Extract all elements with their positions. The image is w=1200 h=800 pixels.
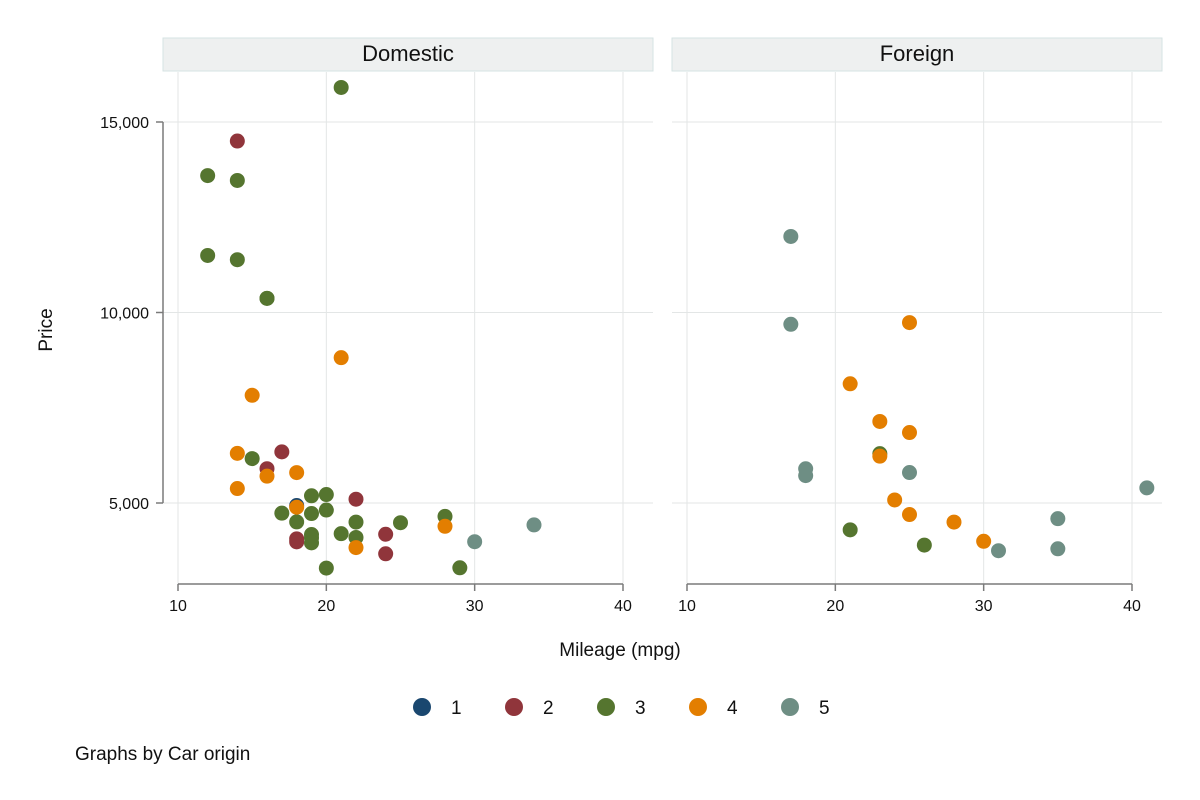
data-point-series-4 bbox=[289, 465, 305, 481]
data-point-series-5 bbox=[526, 517, 542, 533]
graph-note: Graphs by Car origin bbox=[75, 744, 250, 765]
data-point-series-4 bbox=[946, 514, 962, 530]
data-point-series-4 bbox=[333, 350, 349, 366]
x-axis-title: Mileage (mpg) bbox=[559, 640, 680, 661]
legend-marker bbox=[597, 698, 615, 716]
x-tick-label: 10 bbox=[678, 598, 696, 615]
data-point-series-2 bbox=[378, 526, 394, 542]
data-point-series-2 bbox=[229, 133, 245, 149]
data-point-series-4 bbox=[289, 499, 305, 515]
legend-label: 5 bbox=[819, 698, 830, 719]
x-tick-label: 40 bbox=[614, 598, 632, 615]
legend-item-3: 3 bbox=[597, 698, 646, 719]
data-point-series-3 bbox=[452, 560, 468, 576]
data-point-series-4 bbox=[902, 425, 917, 441]
data-point-series-4 bbox=[887, 492, 903, 508]
data-point-series-2 bbox=[348, 491, 364, 507]
data-point-series-4 bbox=[437, 518, 453, 534]
data-point-series-3 bbox=[304, 535, 319, 551]
x-tick-label: 20 bbox=[826, 598, 844, 615]
data-point-series-3 bbox=[304, 506, 319, 522]
data-point-series-3 bbox=[393, 515, 408, 531]
data-point-series-3 bbox=[229, 172, 245, 188]
data-point-series-4 bbox=[872, 413, 888, 429]
y-tick-label: 5,000 bbox=[109, 496, 149, 513]
data-point-series-5 bbox=[467, 534, 483, 550]
data-point-series-3 bbox=[289, 514, 305, 530]
panel-foreign: Foreign 10 20 30 40 bbox=[671, 37, 1163, 615]
legend-label: 3 bbox=[635, 698, 646, 719]
y-axis-title: Price bbox=[36, 308, 57, 351]
data-point-series-4 bbox=[348, 540, 364, 556]
data-point-series-4 bbox=[259, 468, 275, 484]
data-point-series-3 bbox=[318, 560, 334, 576]
data-point-series-3 bbox=[916, 537, 932, 553]
x-tick-label: 30 bbox=[466, 598, 484, 615]
data-point-series-4 bbox=[872, 448, 888, 464]
legend-marker bbox=[413, 698, 431, 716]
panel-strip bbox=[162, 37, 654, 72]
data-point-series-5 bbox=[902, 465, 917, 481]
data-point-series-4 bbox=[902, 315, 917, 331]
data-point-series-3 bbox=[333, 526, 349, 542]
legend-label: 2 bbox=[543, 698, 554, 719]
legend-marker bbox=[505, 698, 523, 716]
data-point-series-3 bbox=[229, 252, 245, 268]
legend-label: 1 bbox=[451, 698, 462, 719]
data-point-series-2 bbox=[274, 444, 290, 460]
legend: 1 2 3 4 5 bbox=[413, 698, 830, 719]
legend-marker bbox=[781, 698, 799, 716]
panels-layer: Domestic 10 20 30 40 5,000 10,000 15,000 Foreign… bbox=[100, 37, 1163, 615]
x-tick-label: 30 bbox=[975, 598, 993, 615]
legend-marker bbox=[689, 698, 707, 716]
legend-item-4: 4 bbox=[689, 698, 738, 719]
data-point-series-5 bbox=[1139, 480, 1155, 496]
legend-item-1: 1 bbox=[413, 698, 462, 719]
data-point-series-2 bbox=[378, 546, 394, 562]
data-point-series-5 bbox=[783, 228, 799, 244]
data-point-series-3 bbox=[333, 79, 349, 95]
data-point-series-4 bbox=[244, 387, 260, 403]
panel-domestic: Domestic 10 20 30 40 5,000 10,000 15,000 bbox=[100, 37, 654, 615]
legend-label: 4 bbox=[727, 698, 738, 719]
legend-item-5: 5 bbox=[781, 698, 830, 719]
data-point-series-3 bbox=[842, 522, 858, 538]
data-point-series-3 bbox=[318, 487, 334, 503]
data-point-series-3 bbox=[244, 451, 260, 467]
data-point-series-3 bbox=[318, 502, 334, 518]
data-point-series-3 bbox=[348, 514, 364, 530]
data-point-series-5 bbox=[991, 543, 1006, 559]
data-point-series-4 bbox=[842, 376, 858, 392]
data-point-series-3 bbox=[200, 168, 216, 184]
data-point-series-4 bbox=[229, 481, 245, 497]
data-point-series-5 bbox=[1050, 541, 1066, 557]
x-tick-label: 40 bbox=[1123, 598, 1141, 615]
panel-strip bbox=[671, 37, 1163, 72]
data-point-series-3 bbox=[200, 247, 216, 263]
data-point-series-4 bbox=[976, 533, 992, 549]
data-point-series-3 bbox=[274, 505, 290, 521]
data-point-series-4 bbox=[902, 507, 917, 523]
data-point-series-5 bbox=[1050, 511, 1066, 527]
data-point-series-3 bbox=[259, 290, 275, 306]
x-tick-label: 10 bbox=[169, 598, 187, 615]
data-point-series-3 bbox=[304, 488, 319, 504]
data-point-series-2 bbox=[289, 534, 305, 550]
y-tick-label: 15,000 bbox=[100, 115, 149, 132]
panel-title: Domestic bbox=[362, 41, 454, 66]
legend-item-2: 2 bbox=[505, 698, 554, 719]
data-point-series-5 bbox=[783, 316, 799, 332]
y-tick-label: 10,000 bbox=[100, 306, 149, 323]
data-point-series-5 bbox=[798, 468, 814, 484]
panel-title: Foreign bbox=[880, 41, 955, 66]
data-point-series-4 bbox=[229, 445, 245, 461]
x-tick-label: 20 bbox=[317, 598, 335, 615]
